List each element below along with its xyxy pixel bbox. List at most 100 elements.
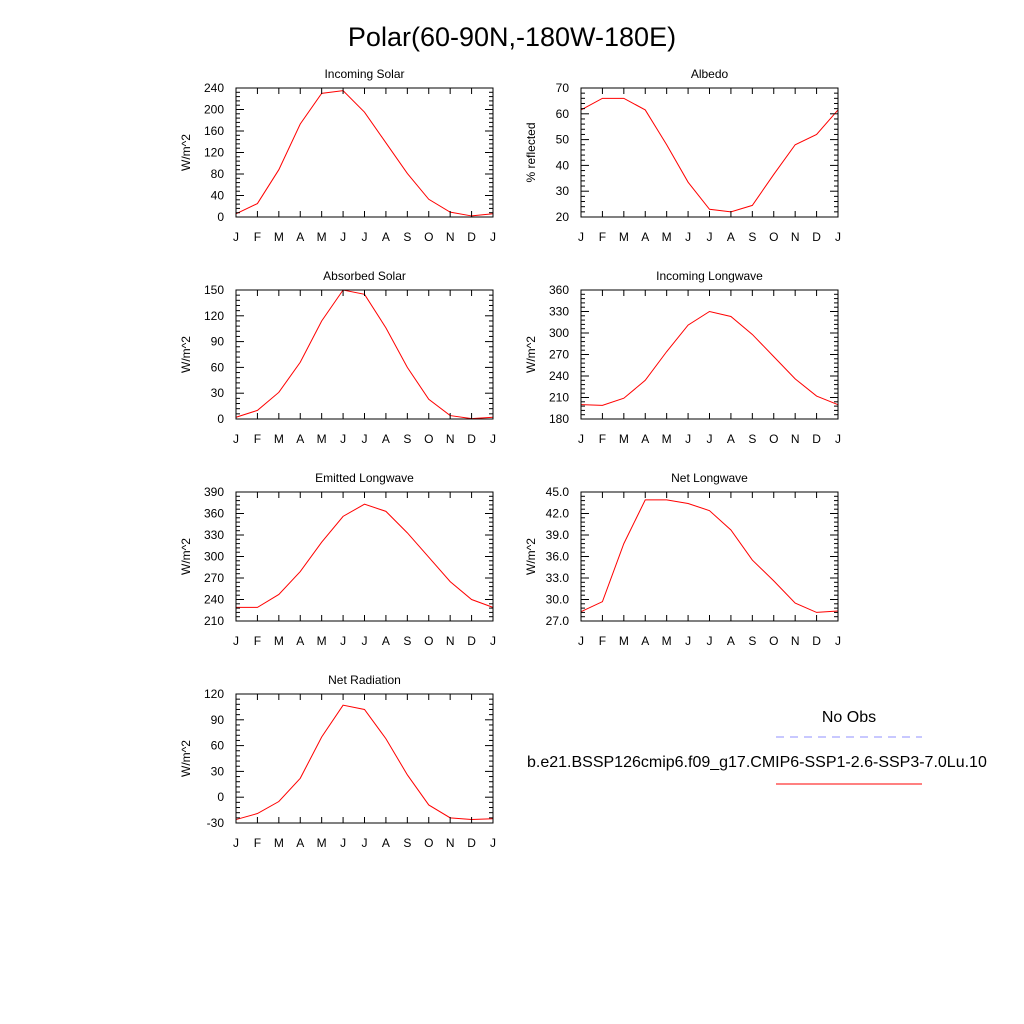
- panel-title: Emitted Longwave: [315, 471, 414, 485]
- x-tick-label: J: [340, 432, 346, 446]
- x-tick-label: J: [578, 230, 584, 244]
- plot-frame: [235, 289, 494, 420]
- x-tick-label: N: [446, 432, 455, 446]
- y-tick-label: -30: [207, 816, 225, 830]
- x-tick-label: A: [727, 634, 735, 648]
- y-axis-label: W/m^2: [524, 336, 538, 373]
- x-tick-label: J: [362, 432, 368, 446]
- x-tick-label: J: [835, 634, 841, 648]
- x-tick-label: D: [467, 432, 476, 446]
- x-tick-label: J: [835, 230, 841, 244]
- x-tick-label: J: [707, 230, 713, 244]
- y-tick-label: 40: [211, 189, 225, 203]
- x-tick-label: J: [685, 634, 691, 648]
- x-tick-label: J: [362, 634, 368, 648]
- x-tick-label: A: [296, 432, 304, 446]
- x-tick-label: S: [748, 230, 756, 244]
- x-tick-label: J: [340, 230, 346, 244]
- x-tick-label: J: [707, 432, 713, 446]
- y-axis-label: % reflected: [524, 122, 538, 182]
- y-axis-label: W/m^2: [179, 134, 193, 171]
- x-tick-label: S: [403, 230, 411, 244]
- y-axis-label: W/m^2: [179, 336, 193, 373]
- x-tick-label: J: [490, 230, 496, 244]
- y-tick-label: 30: [556, 184, 570, 198]
- y-tick-label: 70: [556, 81, 570, 95]
- legend: No Obs b.e21.BSSP126cmip6.f09_g17.CMIP6-…: [527, 709, 987, 785]
- x-tick-label: F: [599, 432, 606, 446]
- y-tick-label: 36.0: [546, 550, 570, 564]
- x-tick-label: M: [662, 230, 672, 244]
- plot-frame: [235, 491, 494, 622]
- x-tick-label: O: [424, 634, 433, 648]
- x-tick-label: O: [769, 432, 778, 446]
- x-tick-label: A: [296, 836, 304, 850]
- x-tick-label: D: [812, 432, 821, 446]
- x-tick-label: J: [578, 432, 584, 446]
- x-tick-label: J: [340, 634, 346, 648]
- y-axis-label: W/m^2: [179, 538, 193, 575]
- y-tick-label: 330: [549, 305, 569, 319]
- legend-obs-label: No Obs: [822, 709, 876, 726]
- series-line: [236, 503, 494, 608]
- y-tick-label: 60: [556, 107, 570, 121]
- series-line: [235, 90, 494, 217]
- y-tick-label: 0: [217, 412, 224, 426]
- x-tick-label: A: [727, 432, 735, 446]
- plot-frame: [580, 87, 839, 218]
- x-tick-label: J: [835, 432, 841, 446]
- series-line: [580, 499, 839, 613]
- x-tick-label: J: [578, 634, 584, 648]
- x-tick-label: M: [317, 634, 327, 648]
- x-tick-label: O: [424, 836, 433, 850]
- x-tick-label: A: [296, 230, 304, 244]
- y-tick-label: 210: [204, 614, 224, 628]
- y-tick-label: 210: [549, 391, 569, 405]
- y-tick-label: 240: [204, 81, 224, 95]
- x-tick-label: N: [446, 230, 455, 244]
- y-tick-label: 33.0: [546, 571, 570, 585]
- x-tick-label: M: [662, 432, 672, 446]
- y-axis-label: W/m^2: [179, 740, 193, 777]
- x-tick-label: M: [274, 836, 284, 850]
- panel-title: Incoming Longwave: [656, 269, 763, 283]
- x-tick-label: J: [685, 230, 691, 244]
- y-tick-label: 90: [211, 713, 225, 727]
- x-tick-label: N: [791, 432, 800, 446]
- y-axis-label: W/m^2: [524, 538, 538, 575]
- x-tick-label: A: [296, 634, 304, 648]
- y-tick-label: 120: [204, 309, 224, 323]
- x-tick-label: O: [769, 634, 778, 648]
- y-tick-label: 300: [549, 326, 569, 340]
- x-tick-label: M: [317, 836, 327, 850]
- y-tick-label: 0: [217, 210, 224, 224]
- y-tick-label: 0: [217, 790, 224, 804]
- figure-title: Polar(60-90N,-180W-180E): [348, 22, 676, 52]
- x-tick-label: F: [254, 634, 261, 648]
- y-tick-label: 180: [549, 412, 569, 426]
- x-tick-label: N: [791, 230, 800, 244]
- x-tick-label: J: [685, 432, 691, 446]
- y-tick-label: 160: [204, 124, 224, 138]
- y-tick-label: 120: [204, 687, 224, 701]
- x-tick-label: O: [424, 432, 433, 446]
- x-tick-label: J: [233, 230, 239, 244]
- y-tick-label: 200: [204, 103, 224, 117]
- x-tick-label: N: [446, 836, 455, 850]
- series-line: [580, 97, 839, 213]
- x-tick-label: D: [467, 836, 476, 850]
- y-tick-label: 60: [211, 360, 225, 374]
- x-tick-label: J: [490, 836, 496, 850]
- panel-title: Absorbed Solar: [323, 269, 406, 283]
- x-tick-label: F: [254, 432, 261, 446]
- x-tick-label: D: [467, 230, 476, 244]
- x-tick-label: S: [403, 432, 411, 446]
- x-tick-label: S: [748, 432, 756, 446]
- x-tick-label: O: [424, 230, 433, 244]
- x-tick-label: A: [382, 230, 390, 244]
- y-tick-label: 270: [549, 348, 569, 362]
- x-tick-label: S: [403, 634, 411, 648]
